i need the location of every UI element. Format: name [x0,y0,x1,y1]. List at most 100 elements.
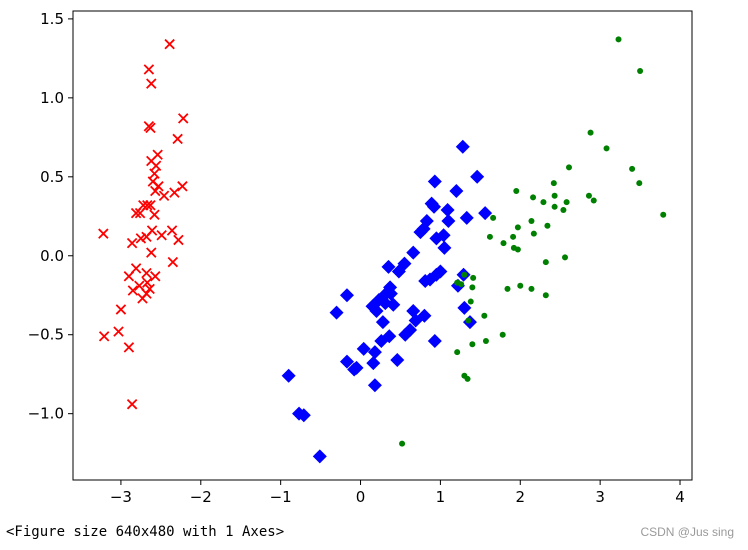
data-point-diamond [381,259,396,274]
data-point-x [169,187,180,198]
data-point-x [123,271,135,282]
data-point-dot [550,180,557,187]
x-tick-label: 3 [595,488,605,506]
data-point-diamond [339,354,354,369]
data-point-x [98,331,110,342]
data-point-diamond [459,210,474,225]
data-point-dot [615,36,622,43]
data-point-diamond [329,305,344,320]
x-tick-label: −2 [190,488,212,506]
data-point-dot [504,285,511,292]
data-point-x [130,207,142,219]
data-point-diamond [413,225,428,240]
data-point-x [158,190,170,201]
data-point-diamond [367,378,382,393]
data-point-diamond [440,202,455,217]
data-point-x [150,160,162,171]
data-point-dot [603,145,610,152]
data-point-x [153,181,164,192]
data-point-x [115,304,127,315]
data-point-dot [540,199,547,206]
data-point-diamond [408,313,423,328]
data-point-diamond [366,356,381,371]
series-2 [399,36,667,447]
data-point-diamond [375,315,390,330]
data-point-dot [469,284,476,291]
data-point-diamond [356,341,371,356]
data-point-diamond [312,449,327,464]
data-point-dot [514,246,521,253]
scatter-plot: −3 −2 −1 0 1 2 3 4 −1.0 −0.5 0.0 0.5 1.0 1.5 [28,10,693,506]
y-tick-label: 1.0 [40,89,64,107]
data-point-x [142,277,153,288]
data-point-diamond [369,304,384,319]
data-point-diamond [347,362,362,377]
data-point-dot [500,240,507,247]
data-point-x [150,185,161,197]
data-point-x [149,168,160,179]
x-tick-label: 1 [436,488,446,506]
data-point-x [177,113,189,124]
data-point-dot [637,68,644,75]
data-point-diamond [339,288,354,303]
series-layer [98,36,667,464]
data-point-x [137,293,148,304]
data-point-diamond [390,352,405,367]
data-point-dot [482,338,489,345]
data-point-x [166,225,178,236]
x-tick-label: −3 [110,488,132,506]
data-point-dot [528,285,535,292]
data-point-dot [481,312,488,319]
data-point-dot [454,279,461,286]
data-point-diamond [406,304,421,319]
data-point-dot [517,282,524,289]
data-point-dot [454,349,461,356]
data-point-diamond [386,297,401,312]
data-point-dot [544,222,551,229]
data-point-diamond [449,184,464,199]
data-point-x [123,342,135,353]
data-point-diamond [391,264,406,279]
x-tick-label: 4 [675,488,685,506]
y-tick-label: −0.5 [28,326,64,344]
data-point-dot [486,233,493,240]
data-point-diamond [367,345,382,360]
data-point-x [141,231,152,243]
watermark: CSDN @Jus sing [640,525,734,539]
tick-layer: −3 −2 −1 0 1 2 3 4 −1.0 −0.5 0.0 0.5 1.0 1.5 [28,10,685,506]
axes-frame [72,10,693,481]
data-point-diamond [478,206,493,221]
data-point-x [156,229,167,241]
data-point-dot [660,211,667,218]
data-point-x [172,133,183,145]
data-point-x [145,122,156,134]
data-point-diamond [429,231,444,246]
data-point-dot [465,317,472,324]
data-point-x [146,247,157,258]
data-point-x [126,237,138,249]
data-point-x [98,228,109,239]
data-point-x [146,78,157,89]
data-point-dot [636,180,643,187]
data-point-dot [499,331,506,338]
data-point-dot [467,298,474,305]
data-point-dot [528,218,535,225]
data-point-dot [510,233,517,240]
data-point-dot [551,203,558,210]
data-point-x [173,234,184,246]
y-tick-label: 1.5 [40,10,64,28]
data-point-dot [514,224,521,231]
figure-caption: <Figure size 640x480 with 1 Axes> [6,524,285,540]
data-point-dot [551,192,558,199]
data-point-x [167,256,179,268]
data-point-dot [542,259,549,266]
data-point-dot [490,214,497,221]
data-point-x [126,398,138,410]
series-0 [98,38,189,410]
y-tick-label: 0.0 [40,247,64,265]
data-point-dot [587,129,594,136]
data-point-x [127,285,139,296]
data-point-x [143,64,155,75]
data-point-x [134,207,146,219]
data-point-x [141,267,152,279]
